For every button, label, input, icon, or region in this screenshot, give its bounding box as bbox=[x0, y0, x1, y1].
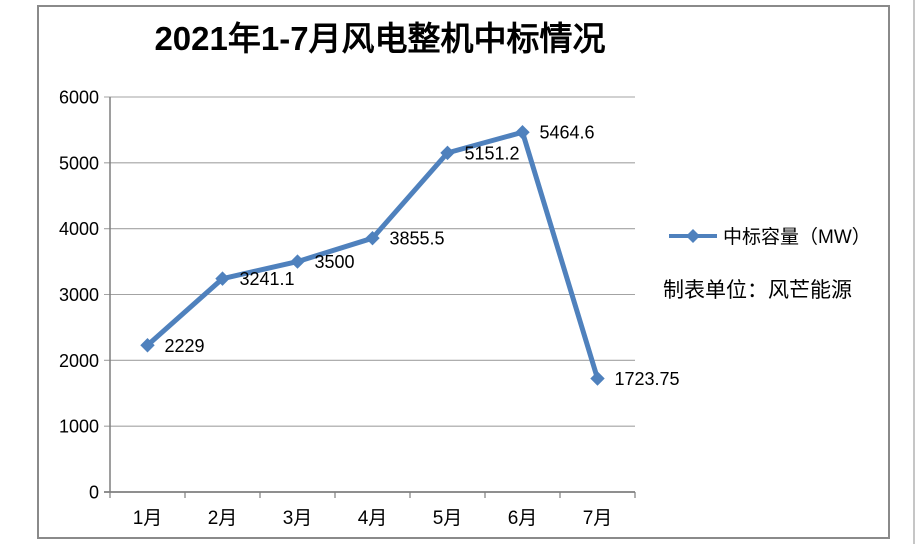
legend-series-label: 中标容量（MW） bbox=[723, 227, 871, 248]
x-axis-category-label: 4月 bbox=[358, 508, 388, 529]
diamond-marker-icon bbox=[215, 271, 230, 286]
legend-line-marker-icon bbox=[669, 228, 717, 243]
data-point-label: 3855.5 bbox=[390, 229, 445, 249]
diamond-marker-icon bbox=[140, 338, 155, 353]
chart-frame bbox=[37, 5, 890, 539]
data-point-label: 2229 bbox=[165, 336, 205, 356]
diamond-marker-icon bbox=[365, 230, 380, 246]
x-axis-category-label: 1月 bbox=[133, 508, 163, 529]
y-axis-tick-label: 1000 bbox=[59, 417, 99, 437]
window-right-edge-line bbox=[913, 0, 915, 544]
data-point-label: 5151.2 bbox=[465, 143, 520, 163]
series-line bbox=[145, 129, 600, 382]
diamond-marker-icon bbox=[290, 254, 305, 269]
y-axis-tick-label: 2000 bbox=[59, 351, 99, 371]
data-point-label: 3500 bbox=[315, 252, 355, 272]
data-point-label: 3241.1 bbox=[240, 269, 295, 289]
diamond-marker-icon bbox=[590, 371, 605, 386]
chart-source-note: 制表单位：风芒能源 bbox=[663, 279, 852, 302]
x-axis-category-label: 7月 bbox=[583, 508, 613, 529]
diamond-marker-icon bbox=[440, 145, 455, 161]
chart-title: 2021年1-7月风电整机中标情况 bbox=[154, 20, 606, 57]
y-axis-tick-label: 6000 bbox=[59, 88, 99, 108]
data-point-label: 1723.75 bbox=[615, 369, 680, 389]
y-axis-tick-label: 0 bbox=[89, 483, 99, 503]
diamond-marker-icon bbox=[515, 125, 530, 140]
y-axis-tick-label: 5000 bbox=[59, 153, 99, 173]
legend: 中标容量（MW） bbox=[668, 222, 871, 249]
x-axis-category-label: 3月 bbox=[283, 508, 313, 529]
x-axis-category-label: 5月 bbox=[433, 508, 463, 529]
y-axis-tick-label: 3000 bbox=[59, 285, 99, 305]
x-axis-category-label: 2月 bbox=[208, 508, 238, 529]
data-point-label: 5464.6 bbox=[540, 123, 595, 143]
x-axis-category-label: 6月 bbox=[508, 508, 538, 529]
y-axis-tick-label: 4000 bbox=[59, 219, 99, 239]
legend-diamond-marker-icon bbox=[686, 228, 700, 243]
